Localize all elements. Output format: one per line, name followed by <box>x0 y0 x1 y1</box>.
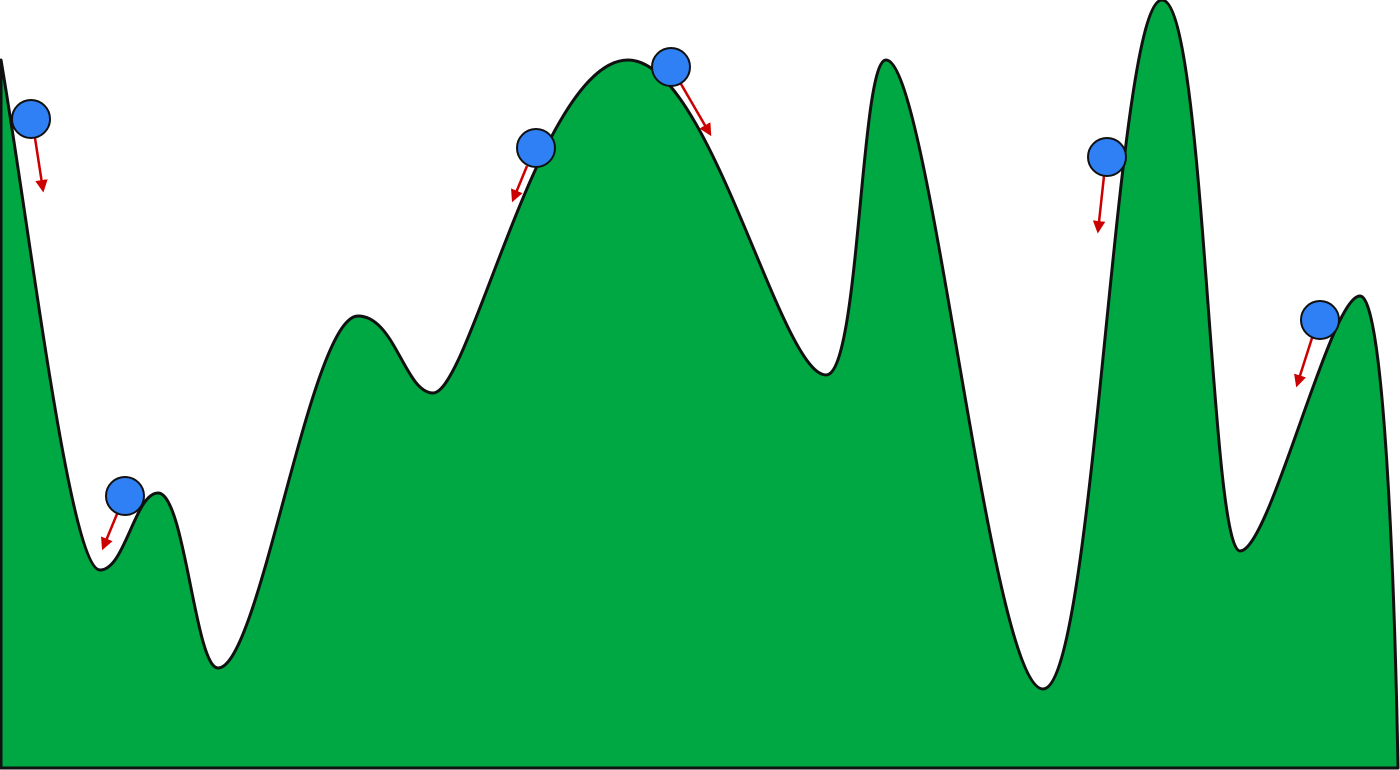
balls <box>11 47 1340 516</box>
arrow <box>511 165 529 203</box>
ball <box>1300 300 1340 340</box>
arrow <box>1294 337 1314 388</box>
ball <box>651 47 691 87</box>
ball <box>105 476 145 516</box>
ball <box>11 99 51 139</box>
arrow <box>33 137 48 193</box>
arrow <box>1092 175 1106 234</box>
arrow <box>679 83 712 137</box>
ball <box>1087 137 1127 177</box>
arrow <box>101 513 119 551</box>
ball <box>516 128 556 168</box>
force-arrows <box>33 83 1314 551</box>
